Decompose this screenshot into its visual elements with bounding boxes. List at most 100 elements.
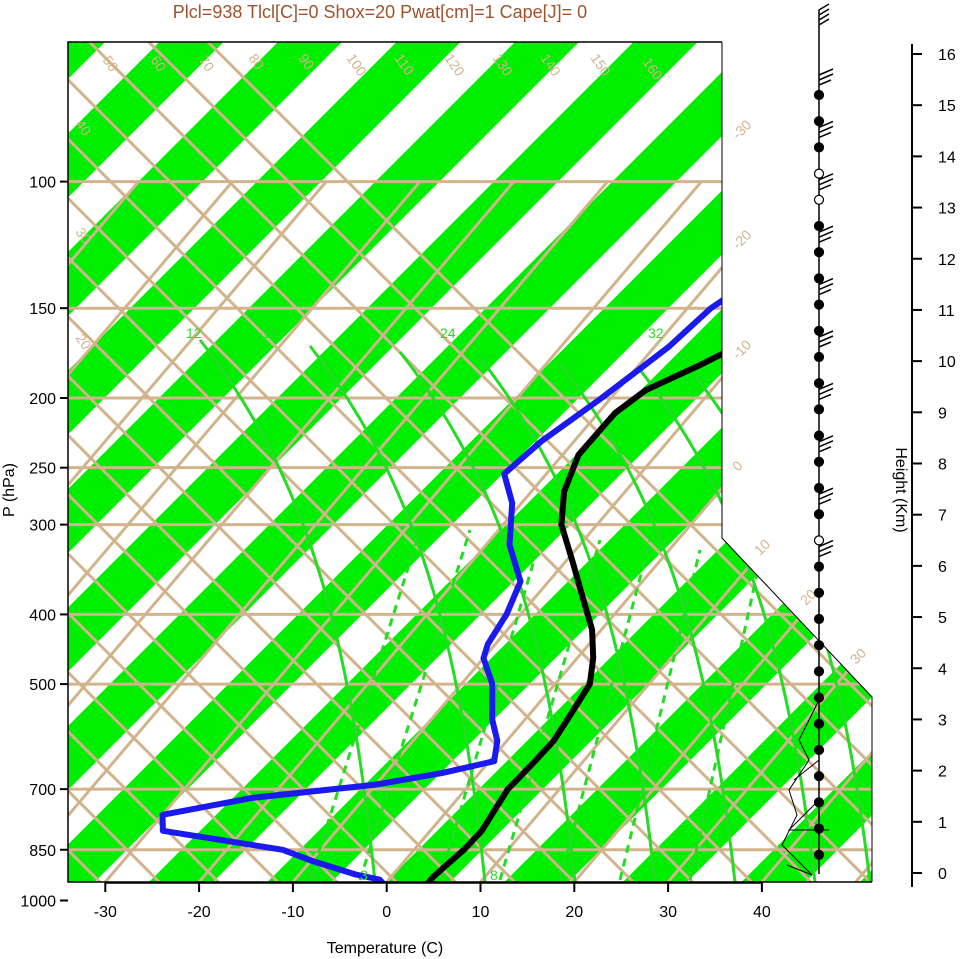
mixing-ratio-label: 32 [648, 325, 664, 341]
wind-level-dot [813, 89, 825, 101]
isotherm-line [732, 180, 872, 882]
wind-barb [818, 68, 834, 86]
wind-level-dot [813, 692, 825, 703]
y-tick-label: 300 [29, 518, 56, 535]
adiabat-band [68, 42, 816, 882]
wind-level-dot [813, 849, 825, 860]
mixing-ratio-labels: 2 3 8 12 16 24 32 [186, 325, 664, 883]
adiabat-band [267, 42, 872, 882]
wind-barb [781, 699, 829, 876]
dry-adiabat-line [68, 42, 220, 882]
isotherm-line [68, 180, 422, 882]
dry-adiabat-line [68, 42, 753, 882]
mixing-ratio-label: 12 [186, 325, 202, 341]
height-tick-label: 6 [938, 559, 947, 576]
wind-barb [818, 225, 834, 243]
chart-title: Plcl=938 Tlcl[C]=0 Shox=20 Pwat[cm]=1 Ca… [173, 2, 587, 22]
wind-level-dot [813, 351, 825, 363]
wind-level-dot [813, 509, 825, 520]
isotherm-label: -20 [729, 226, 755, 252]
isotherm-line [356, 180, 872, 882]
height-tick-label: 12 [938, 252, 956, 269]
isotherm-label: -30 [729, 116, 755, 142]
height-tick-label: 10 [938, 354, 956, 371]
isotherm-label: 10 [751, 536, 773, 558]
height-tick-label: 1 [938, 815, 947, 832]
mixing-ratio-label: 16 [262, 325, 278, 341]
wind-level-dot [813, 613, 825, 625]
wind-level-dot [813, 744, 825, 756]
y-tick-label: 700 [29, 782, 56, 799]
adiabat-band [68, 42, 872, 882]
x-axis-title: Temperature (C) [327, 940, 443, 957]
isotherm-line [75, 180, 703, 882]
height-tick-label: 5 [938, 610, 947, 627]
wind-level-dot [813, 142, 825, 153]
x-tick-label: 20 [565, 904, 583, 921]
wind-barb [818, 277, 834, 296]
y-tick-label: 500 [29, 677, 56, 694]
x-tick-label: -30 [94, 904, 117, 921]
y-tick-label: 100 [29, 175, 56, 192]
mixing-ratio-label: 3 [360, 867, 368, 883]
moist-adiabat-line [308, 345, 487, 882]
wind-barb-column [781, 3, 834, 876]
adiabat-band [504, 42, 872, 882]
frame-border [67, 41, 872, 883]
x-tick-label: 10 [472, 904, 490, 921]
adiabat-band [68, 42, 579, 882]
wind-level-dot [813, 273, 825, 284]
isotherm-line [0, 182, 45, 916]
wind-level-dot [813, 535, 825, 546]
axes: -30 -20 -10 0 10 20 30 401001502002503004005007… [20, 175, 770, 921]
height-tick-label: 0 [938, 866, 947, 883]
wind-barb [818, 487, 834, 505]
dry-adiabat-line [68, 42, 398, 882]
wind-barb [818, 330, 834, 348]
isotherm-line [921, 182, 961, 916]
moist-adiabat-line [478, 357, 657, 882]
mixing-ratio-label: 24 [440, 325, 456, 341]
isotherm-line [68, 180, 328, 882]
dry-adiabat-line [68, 42, 516, 882]
wind-barb [818, 539, 834, 558]
wind-level-dot [813, 640, 825, 651]
x-tick-label: 40 [753, 904, 771, 921]
y-tick-label: 250 [29, 461, 56, 478]
height-tick-label: 3 [938, 712, 947, 729]
height-tick-label: 15 [938, 98, 956, 115]
wind-level-dot [813, 587, 825, 598]
wind-level-dot [813, 168, 825, 179]
dry-adiabat-line [68, 42, 279, 882]
height-tick-label: 14 [938, 149, 956, 166]
height-tick-label: 8 [938, 457, 947, 474]
x-tick-label: 30 [659, 904, 677, 921]
mixing-ratio-line [618, 549, 702, 881]
wind-level-dot [813, 116, 825, 127]
mixing-ratio-line [688, 559, 762, 881]
height-axis-title: Height (Km) [892, 447, 909, 532]
y-tick-label: 400 [29, 607, 56, 624]
wind-level-dot [813, 378, 825, 389]
wind-level-dot [813, 797, 825, 808]
wind-barb [818, 173, 834, 191]
wind-level-dot [813, 247, 825, 258]
plot-frame [67, 41, 873, 883]
wind-level-dot [813, 325, 825, 336]
wind-level-dot [813, 299, 825, 310]
wind-barb [818, 120, 834, 139]
wind-level-dot [813, 404, 825, 415]
wind-barb [818, 382, 834, 401]
wind-barb [818, 3, 830, 26]
y-axis-title: P (hPa) [1, 463, 18, 517]
wind-level-dot [813, 194, 825, 205]
dry-adiabat-line [68, 42, 576, 882]
isotherm-label: 0 [729, 457, 746, 474]
wind-level-dot [813, 220, 825, 232]
moist-adiabat-line [638, 369, 817, 882]
isotherm-label: 30 [847, 645, 869, 667]
height-tick-label: 9 [938, 405, 947, 422]
mixing-ratio-label: 8 [490, 867, 498, 883]
wind-level-dot [813, 718, 825, 729]
adiabat-band [68, 42, 698, 882]
